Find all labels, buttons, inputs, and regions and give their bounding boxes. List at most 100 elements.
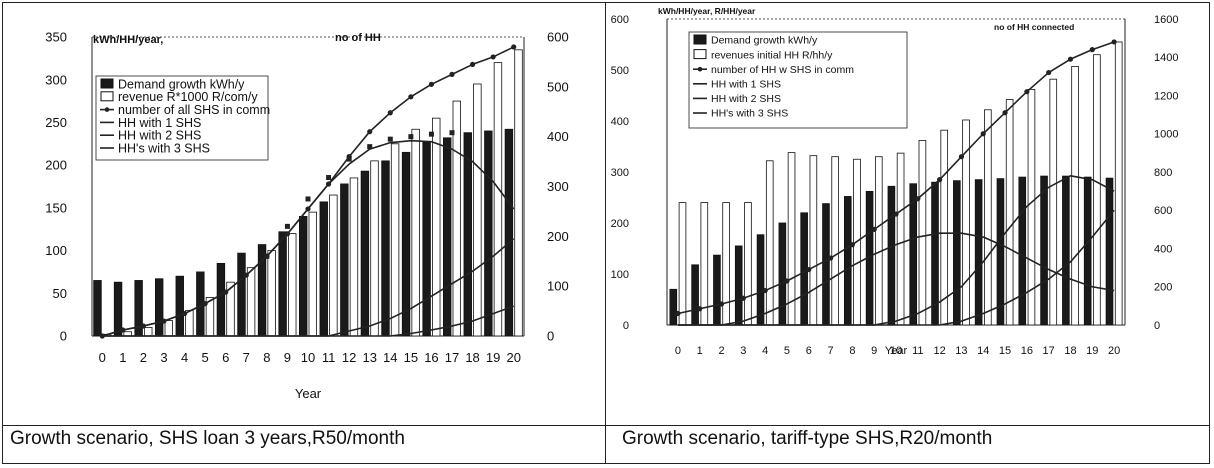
- bar-revenue: [411, 128, 420, 337]
- caption-tariff-scenario: Growth scenario, tariff-type SHS,R20/mon…: [622, 428, 993, 449]
- point-total-shs: [449, 71, 455, 77]
- x-tick-label: 17: [1043, 345, 1055, 357]
- x-tick-label: 20: [506, 350, 520, 365]
- point-total-shs: [871, 226, 877, 232]
- bar-demand: [887, 185, 896, 326]
- y-left-tick-label: 0: [60, 329, 67, 344]
- x-tick-label: 0: [675, 345, 681, 357]
- bar-demand: [93, 280, 102, 337]
- bar-revenue: [678, 202, 687, 326]
- y-right-tick-label: 600: [1154, 205, 1172, 217]
- marker-point: [326, 175, 332, 181]
- bar-revenue: [962, 119, 970, 326]
- point-total-shs: [1046, 69, 1052, 76]
- point-total-shs: [469, 61, 476, 68]
- bar-demand: [1018, 176, 1027, 326]
- legend-item-label: revenue R*1000 R/com/y: [118, 90, 258, 104]
- bar-demand: [691, 264, 699, 326]
- bar-revenue: [514, 49, 523, 337]
- bar-revenue: [288, 233, 297, 337]
- chart-loan-scenario: 0501001502002503003500100200300400500600…: [45, 30, 569, 401]
- y-left-tick-label: 500: [611, 65, 629, 77]
- legend-marker: [697, 66, 703, 72]
- marker-point: [305, 196, 311, 202]
- bar-demand: [175, 275, 184, 337]
- bar-demand: [909, 183, 918, 326]
- x-tick-label: 20: [1108, 345, 1120, 357]
- bar-revenue: [787, 152, 796, 326]
- legend-swatch: [100, 91, 114, 102]
- y-right-tick-label: 300: [547, 179, 569, 194]
- caption-loan-scenario: Growth scenario, SHS loan 3 years,R50/mo…: [10, 428, 405, 449]
- x-tick-label: 13: [955, 345, 967, 357]
- legend-box: [95, 75, 269, 161]
- bar-revenue: [896, 152, 905, 326]
- x-tick-label: 15: [404, 350, 418, 365]
- point-total-shs: [893, 211, 899, 217]
- line-hh-1-shs: [102, 139, 515, 337]
- bar-revenue: [809, 155, 818, 326]
- y-left-tick-label: 150: [45, 200, 67, 215]
- left-axis-unit: kWh/HH/year,: [93, 34, 163, 46]
- bar-demand: [974, 179, 983, 326]
- x-tick-label: 3: [740, 345, 746, 357]
- bar-demand: [713, 254, 721, 326]
- y-left-tick-label: 250: [45, 115, 67, 130]
- x-tick-label: 6: [806, 345, 812, 357]
- legend-item-label: HH with 1 SHS: [711, 78, 781, 90]
- point-total-shs: [980, 131, 986, 137]
- x-tick-label: 11: [322, 350, 336, 365]
- bar-revenue: [164, 320, 173, 337]
- x-tick-label: 10: [890, 345, 902, 357]
- point-total-shs: [408, 94, 414, 100]
- bar-revenue: [144, 327, 153, 337]
- right-axis-unit: no of HH: [335, 32, 381, 44]
- y-left-tick-label: 350: [45, 30, 67, 45]
- legend-item-label: Demand growth kWh/y: [711, 35, 818, 47]
- y-left-tick-label: 600: [611, 14, 629, 26]
- x-tick-label: 5: [784, 345, 790, 357]
- bar-demand: [822, 203, 830, 326]
- legend-swatch: [693, 34, 707, 45]
- x-tick-label: 5: [202, 350, 209, 365]
- point-total-shs: [511, 44, 517, 50]
- legend-item-label: HH with 1 SHS: [118, 116, 201, 130]
- line-hh-3-shs: [677, 209, 1115, 326]
- x-tick-label: 18: [465, 350, 479, 365]
- x-tick-label: 17: [445, 350, 459, 365]
- legend-item-label: number of all SHS in comm: [118, 103, 270, 117]
- bar-revenue: [765, 160, 774, 326]
- point-total-shs: [428, 81, 435, 87]
- left-axis-unit: kWh/HH/year, R/HH/year: [658, 6, 756, 16]
- bar-revenue: [473, 83, 482, 337]
- bar-revenue: [267, 250, 276, 337]
- point-total-shs: [937, 177, 943, 183]
- bar-demand: [756, 234, 765, 326]
- y-right-tick-label: 0: [1154, 320, 1160, 332]
- bar-revenue: [1027, 88, 1036, 326]
- bar-demand: [504, 128, 514, 337]
- x-tick-label: 7: [243, 350, 250, 365]
- marker-point: [428, 131, 434, 137]
- x-tick-label: 0: [99, 350, 106, 365]
- x-tick-label: 14: [383, 350, 397, 365]
- bar-demand: [401, 151, 411, 337]
- y-right-tick-label: 1600: [1154, 14, 1178, 26]
- y-left-tick-label: 100: [611, 269, 629, 281]
- x-tick-label: 10: [301, 350, 315, 365]
- y-right-tick-label: 0: [547, 329, 554, 344]
- bar-demand: [1040, 175, 1048, 326]
- marker-point: [367, 144, 373, 150]
- point-total-shs: [784, 278, 790, 284]
- x-tick-label: 6: [222, 350, 229, 365]
- x-tick-label: 19: [486, 350, 500, 365]
- marker-point: [387, 136, 393, 142]
- right-axis-unit: no of HH connected: [994, 22, 1074, 32]
- point-total-shs: [740, 295, 746, 301]
- x-tick-label: 2: [140, 350, 147, 365]
- x-tick-label: 14: [977, 345, 989, 357]
- bar-revenue: [874, 156, 883, 326]
- x-tick-label: 9: [284, 350, 291, 365]
- bar-revenue: [1049, 78, 1058, 326]
- point-total-shs: [697, 306, 703, 312]
